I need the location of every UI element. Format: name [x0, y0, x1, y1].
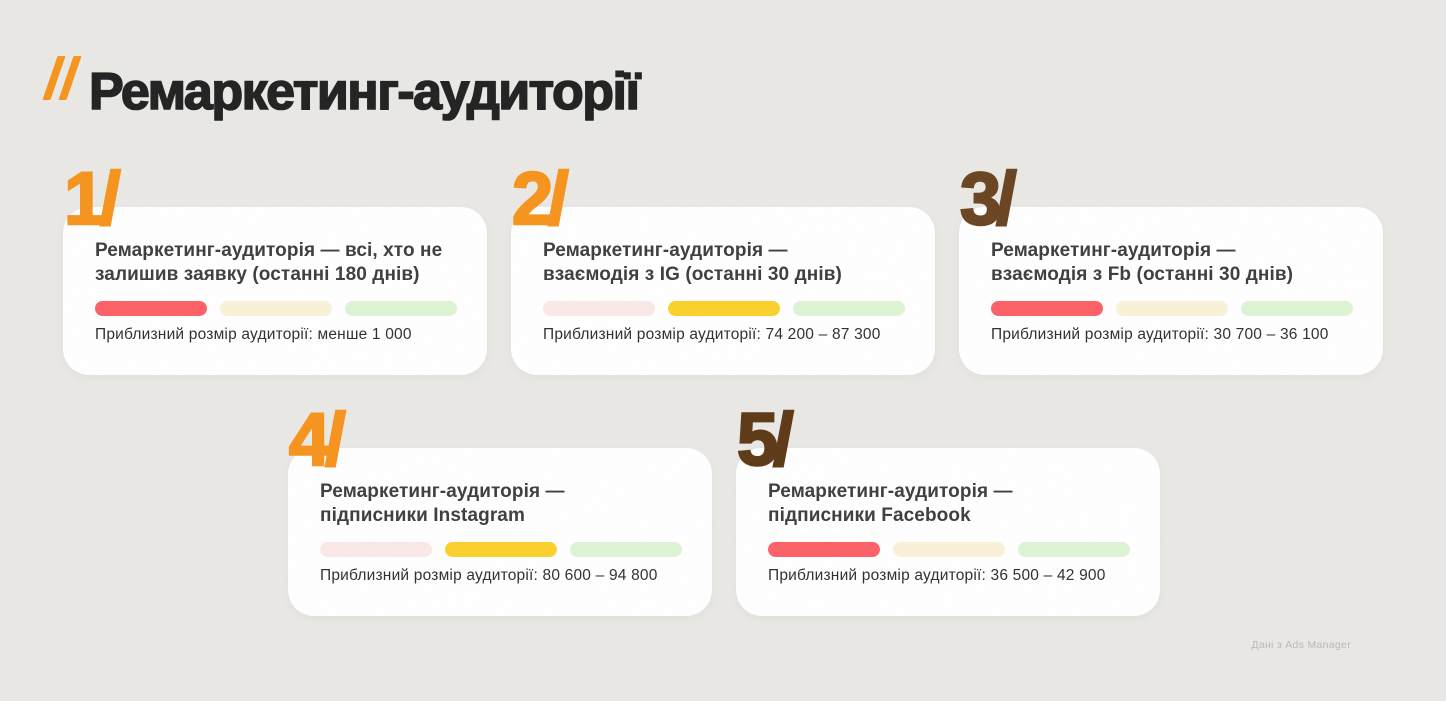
status-pills	[768, 542, 1132, 557]
status-pills	[991, 301, 1355, 316]
pill-green	[793, 301, 905, 316]
pill-red	[95, 301, 207, 316]
audience-size-label: Приблизний розмір аудиторії: 74 200 – 87…	[543, 326, 881, 343]
pill-red	[320, 542, 432, 557]
card-title-line: взаємодія з IG (останні 30 днів)	[543, 263, 842, 285]
pill-green	[1018, 542, 1130, 557]
pill-yellow	[445, 542, 557, 557]
card-title-line: Ремаркетинг-аудиторія —	[768, 481, 1013, 502]
card-title-line: Ремаркетинг-аудиторія —	[991, 240, 1236, 261]
pill-red	[768, 542, 880, 557]
audience-card-2: 2/ Ремаркетинг-аудиторія — взаємодія з I…	[511, 160, 935, 375]
pill-green	[570, 542, 682, 557]
card-title-line: Ремаркетинг-аудиторія —	[543, 240, 788, 261]
pill-red	[543, 301, 655, 316]
card-body: Ремаркетинг-аудиторія — підписники Faceb…	[736, 448, 1160, 616]
status-pills	[95, 301, 459, 316]
audience-size-label: Приблизний розмір аудиторії: 36 500 – 42…	[768, 567, 1106, 584]
card-title: Ремаркетинг-аудиторія — взаємодія з IG (…	[543, 239, 907, 286]
card-number: 2/	[511, 157, 570, 240]
card-title: Ремаркетинг-аудиторія — взаємодія з Fb (…	[991, 239, 1355, 286]
pill-red	[991, 301, 1103, 316]
audience-size-label: Приблизний розмір аудиторії: менше 1 000	[95, 326, 412, 343]
audience-card-1: 1/ Ремаркетинг-аудиторія — всі, хто не з…	[63, 160, 487, 375]
card-body: Ремаркетинг-аудиторія — підписники Insta…	[288, 448, 712, 616]
card-body: Ремаркетинг-аудиторія — всі, хто не зали…	[63, 207, 487, 375]
card-title-line: залишив заявку (останні 180 днів)	[95, 263, 420, 285]
pill-yellow	[1116, 301, 1228, 316]
audience-card-3: 3/ Ремаркетинг-аудиторія — взаємодія з F…	[959, 160, 1383, 375]
status-pills	[543, 301, 907, 316]
card-title: Ремаркетинг-аудиторія — всі, хто не зали…	[95, 239, 459, 286]
card-title-line: підписники Facebook	[768, 504, 971, 526]
status-pills	[320, 542, 684, 557]
pill-yellow	[668, 301, 780, 316]
card-number: 3/	[959, 157, 1018, 240]
card-title-line: Ремаркетинг-аудиторія — всі, хто не	[95, 240, 443, 261]
page-title: Ремаркетинг-аудиторії	[88, 63, 641, 122]
card-body: Ремаркетинг-аудиторія — взаємодія з Fb (…	[959, 207, 1383, 375]
title-slashes-icon	[42, 56, 82, 100]
pill-yellow	[893, 542, 1005, 557]
card-title: Ремаркетинг-аудиторія — підписники Insta…	[320, 480, 684, 527]
card-title-line: Ремаркетинг-аудиторія —	[320, 481, 565, 502]
card-title: Ремаркетинг-аудиторія — підписники Faceb…	[768, 480, 1132, 527]
card-body: Ремаркетинг-аудиторія — взаємодія з IG (…	[511, 207, 935, 375]
audience-size-label: Приблизний розмір аудиторії: 30 700 – 36…	[991, 326, 1329, 343]
audience-card-5: 5/ Ремаркетинг-аудиторія — підписники Fa…	[736, 401, 1160, 616]
card-number: 1/	[63, 157, 122, 240]
pill-yellow	[220, 301, 332, 316]
audience-card-4: 4/ Ремаркетинг-аудиторія — підписники In…	[288, 401, 712, 616]
pill-green	[345, 301, 457, 316]
pill-green	[1241, 301, 1353, 316]
card-number: 4/	[288, 398, 347, 481]
card-title-line: взаємодія з Fb (останні 30 днів)	[991, 263, 1294, 285]
data-source-note: Дані з Ads Manager	[1251, 639, 1351, 651]
audience-size-label: Приблизний розмір аудиторії: 80 600 – 94…	[320, 567, 658, 584]
card-title-line: підписники Instagram	[320, 504, 525, 526]
card-number: 5/	[736, 398, 795, 481]
